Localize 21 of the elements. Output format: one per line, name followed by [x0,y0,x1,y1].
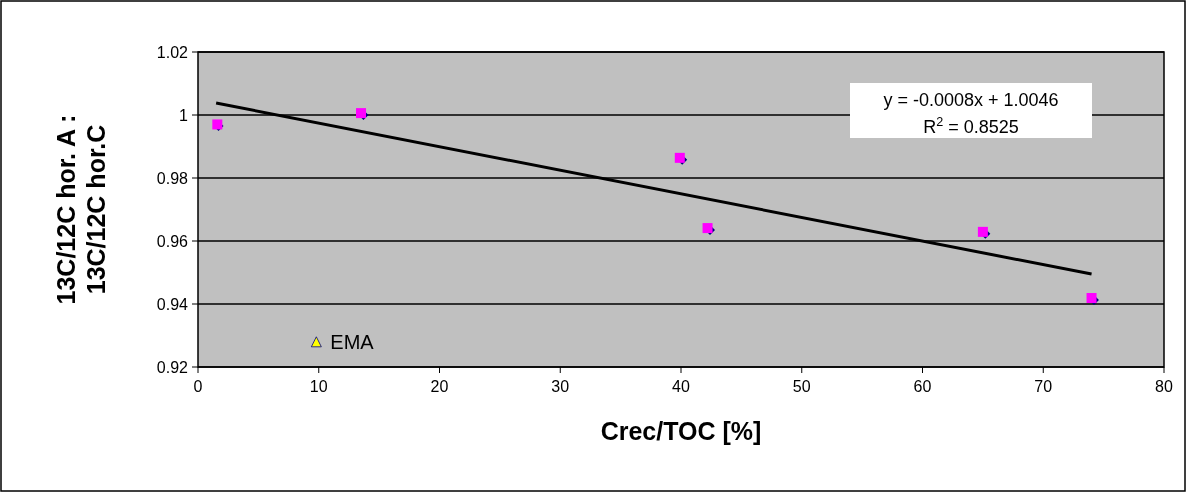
annotation: R$^{2}$ = 0.8525 [923,115,1019,137]
y-axis-title: 13C/12C hor. A : 13C/12C hor.C [52,114,110,305]
series-label: EMA [330,330,375,353]
x-tick-label: 50 [792,378,811,395]
x-tick-label: 40 [672,378,690,395]
x-tick-label: 60 [913,378,932,395]
y-tick-label: 1.02 [156,43,189,61]
x-tick-label: 80 [1155,378,1173,395]
y-tick-label: 0.98 [156,169,189,187]
x-tick-label: 10 [309,378,328,395]
y-tick-label: 1 [179,106,189,124]
point [310,336,322,348]
x-tick-label: 20 [430,378,449,395]
y-tick-label: 0.96 [156,232,189,250]
y-tick-label: 0.92 [156,358,189,376]
x-axis-title: Crec/TOC [%] [600,417,762,445]
x-tick-label: 30 [551,378,570,395]
y-tick-label: 0.94 [156,295,189,313]
x-tick-label: 0 [193,378,203,395]
x-tick-label: 70 [1034,378,1053,395]
annotation: y = -0.0008x + 1.0046 [883,90,1059,110]
